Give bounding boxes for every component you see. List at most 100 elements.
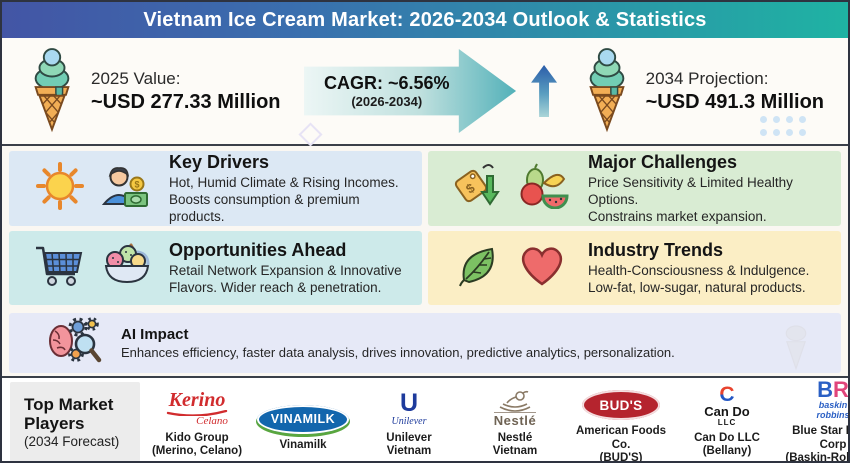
header-banner: Vietnam Ice Cream Market: 2026-2034 Outl… [2, 2, 848, 38]
cagr-label: CAGR: ~6.56% [323, 73, 450, 93]
player-nestle: Nestlé Nestlé Vietnam [462, 385, 568, 459]
players-list: Kerino Celano Kido Group (Merino, Celano)… [140, 377, 849, 463]
celano-wordmark: Celano [196, 414, 228, 427]
box-text: Opportunities Ahead Retail Network Expan… [169, 240, 402, 296]
top-market-players: Top Market Players (2034 Forecast) Kerin… [2, 377, 849, 463]
box-line: Hot, Humid Climate & Rising Incomes. [169, 174, 399, 190]
sun-icon [35, 161, 84, 215]
kerino-celano-logo: Kerino Celano [166, 385, 228, 427]
svg-text:$: $ [134, 179, 139, 189]
box-line: Boosts consumption & premium products. [169, 191, 360, 224]
box-title: Industry Trends [588, 239, 724, 260]
baskin-robbins-logo: BR baskin robbins [817, 377, 849, 420]
cagr-section: CAGR: ~6.56% (2026-2034) [304, 49, 558, 133]
can-do-wordmark: Can Do [704, 404, 750, 420]
divider-line [2, 144, 848, 146]
divider-line [2, 376, 848, 378]
box-line: Health-Consciousness & Indulgence. [588, 262, 810, 278]
box-line: Low-fat, low-sugar, natural products. [588, 279, 806, 295]
box-title: Key Drivers [169, 151, 270, 172]
stat-2025-value: 2025 Value: ~USD 277.33 Million [26, 43, 281, 140]
player-label: American Foods Co. (BUD'S) [575, 425, 667, 463]
player-label: Can Do LLC (Bellany) [694, 431, 760, 458]
ice-cream-cone-icon [581, 43, 633, 140]
buds-logo: BUD'S [582, 378, 660, 420]
box-text: Major Challenges Price Sensitivity & Lim… [588, 152, 833, 225]
shopping-cart-icon [33, 242, 85, 293]
box-icons: $ [452, 162, 570, 215]
player-blue-star: BR baskin robbins Blue Star Food Corp(Ba… [780, 377, 849, 463]
box-major-challenges: $ Major Challe [428, 151, 841, 226]
up-arrow-icon [531, 65, 558, 117]
box-title: Major Challenges [588, 151, 738, 172]
box-line: Price Sensitivity & Limited Healthy Opti… [588, 174, 793, 207]
player-label: Unilever Vietnam [386, 431, 432, 458]
box-icons [33, 242, 151, 293]
stats-band: 2025 Value: ~USD 277.33 Million CAGR: ~6… [2, 38, 848, 147]
players-heading-block: Top Market Players (2034 Forecast) [10, 382, 140, 461]
ai-title: AI Impact [121, 326, 189, 343]
unilever-u-mark: U [399, 388, 419, 417]
box-industry-trends: Industry Trends Health-Consciousness & I… [428, 230, 841, 305]
baskin-text: baskin [818, 400, 848, 411]
kerino-wordmark: Kerino [168, 388, 226, 411]
player-american-foods: BUD'S American Foods Co. (BUD'S) [568, 378, 674, 463]
ai-text-block: AI Impact Enhances efficiency, faster da… [121, 326, 675, 360]
br-mark: BR [817, 377, 849, 403]
player-kido-group: Kerino Celano Kido Group (Merino, Celano) [144, 385, 250, 459]
vinamilk-wordmark: VINAMILK [257, 404, 349, 434]
nestle-wordmark: Nestlé [493, 411, 537, 428]
person-money-icon: $ [99, 162, 149, 215]
box-line: Constrains market expansion. [588, 208, 767, 224]
player-label: Kido Group (Merino, Celano) [151, 431, 243, 458]
stat-text: 2025 Value: ~USD 277.33 Million [91, 69, 281, 114]
unilever-script: Unilever [391, 415, 427, 427]
players-subheading: (2034 Forecast) [24, 433, 120, 449]
player-label: Blue Star Food Corp(Baskin-Robbins) [785, 425, 848, 463]
leaf-icon [456, 242, 502, 293]
ice-cream-bowl-icon [100, 242, 152, 293]
box-line: Flavors. Wider reach & penetration. [169, 279, 382, 295]
box-key-drivers: $ Key Drivers Hot, Humid Climate & Risin… [9, 151, 422, 226]
box-text: Key Drivers Hot, Humid Climate & Rising … [169, 152, 414, 225]
box-opportunities-ahead: Opportunities Ahead Retail Network Expan… [9, 230, 422, 305]
ice-cream-cone-icon [26, 43, 78, 140]
growth-arrow-icon: CAGR: ~6.56% (2026-2034) [304, 49, 517, 133]
stat-label: 2025 Value: [91, 68, 181, 88]
box-title: Opportunities Ahead [169, 239, 347, 260]
players-heading: Top Market Players [24, 394, 114, 433]
nestle-logo: Nestlé [493, 385, 537, 428]
brain-gears-magnifier-icon [47, 316, 103, 371]
info-grid: $ Key Drivers Hot, Humid Climate & Risin… [2, 146, 848, 310]
stat-2034-projection: 2034 Projection: ~USD 491.3 Million [581, 43, 824, 140]
kerino-swoosh [166, 409, 228, 416]
box-text: Industry Trends Health-Consciousness & I… [588, 240, 809, 296]
stat-text: 2034 Projection: ~USD 491.3 Million [646, 69, 824, 114]
ai-impact-row: AI Impact Enhances efficiency, faster da… [9, 313, 841, 373]
box-icons [452, 242, 570, 293]
ai-text: Enhances efficiency, faster data analysi… [121, 345, 675, 360]
fruits-icon [518, 163, 570, 214]
heart-icon [517, 242, 567, 293]
can-do-llc-text: LLC [717, 417, 737, 427]
can-do-c-mark: C [719, 383, 735, 407]
nestle-nest-icon [499, 390, 531, 412]
stat-value: ~USD 491.3 Million [645, 90, 824, 113]
box-line: Retail Network Expansion & Innovative [169, 262, 402, 278]
player-label: Nestlé Vietnam [492, 431, 538, 458]
player-can-do: C Can Do LLC Can Do LLC (Bellany) [674, 383, 780, 459]
stat-value: ~USD 277.33 Million [91, 90, 281, 113]
stat-label: 2034 Projection: [645, 68, 769, 88]
vinamilk-logo: VINAMILK [257, 392, 349, 434]
player-vinamilk: VINAMILK Vinamilk [250, 392, 356, 453]
decor-dots [760, 116, 806, 136]
decor-cone-outline [779, 315, 813, 376]
player-unilever: U Unilever Unilever Vietnam [356, 385, 462, 459]
box-icons: $ [33, 161, 151, 215]
player-label: Vinamilk [279, 438, 327, 451]
can-do-logo: C Can Do LLC [704, 383, 750, 427]
price-tag-down-icon: $ [453, 162, 503, 215]
unilever-logo: U Unilever [392, 385, 427, 427]
cagr-period: (2026-2034) [351, 94, 423, 109]
